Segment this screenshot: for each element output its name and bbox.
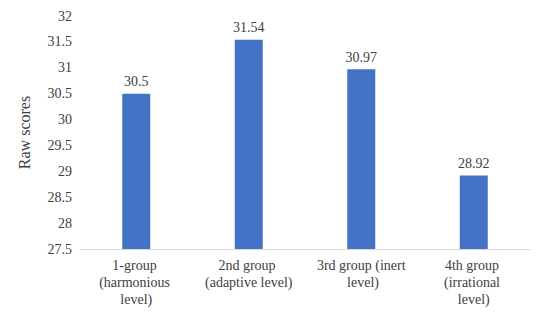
svg-text:1-group: 1-group <box>112 258 160 273</box>
svg-text:28.92: 28.92 <box>458 156 490 171</box>
svg-text:Raw scores: Raw scores <box>16 96 33 169</box>
svg-text:30.5: 30.5 <box>124 74 149 89</box>
svg-text:3rd group (inert: 3rd group (inert <box>317 258 406 274</box>
svg-text:4th group: 4th group <box>445 258 503 273</box>
svg-text:(harmonious: (harmonious <box>99 275 173 291</box>
svg-text:30.5: 30.5 <box>48 86 73 101</box>
svg-text:30.97: 30.97 <box>346 50 378 65</box>
svg-text:30: 30 <box>58 112 72 127</box>
svg-text:29.5: 29.5 <box>48 138 73 153</box>
svg-text:31.5: 31.5 <box>48 34 73 49</box>
svg-text:level): level) <box>120 292 152 308</box>
svg-text:32: 32 <box>58 9 72 24</box>
svg-text:28: 28 <box>58 216 72 231</box>
svg-text:level): level) <box>458 292 490 308</box>
svg-text:27.5: 27.5 <box>48 242 73 257</box>
svg-text:28.5: 28.5 <box>48 190 73 205</box>
svg-text:31.54: 31.54 <box>233 20 265 35</box>
svg-text:(irrational: (irrational <box>444 275 503 291</box>
svg-text:level): level) <box>344 275 380 291</box>
svg-text:(adaptive level): (adaptive level) <box>205 275 293 291</box>
svg-text:31: 31 <box>58 60 72 75</box>
svg-text:29: 29 <box>58 164 72 179</box>
svg-text:2nd group: 2nd group <box>218 258 279 273</box>
